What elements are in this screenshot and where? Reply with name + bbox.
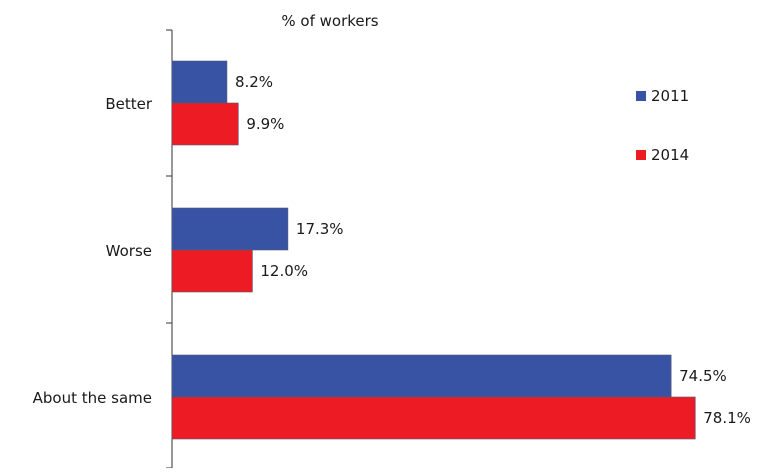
legend-swatch-2014 (636, 150, 646, 160)
chart-title: % of workers (281, 12, 378, 30)
bar-2014-worse (171, 249, 253, 293)
legend-swatch-2011 (636, 91, 646, 101)
legend-label-2014: 2014 (651, 146, 689, 164)
data-label: 74.5% (679, 367, 727, 385)
legend-label-2011: 2011 (651, 87, 689, 105)
data-label: 8.2% (235, 73, 273, 91)
legend: 2011 2014 (636, 87, 689, 164)
bar-2011-worse (171, 207, 289, 251)
bars-group (171, 60, 696, 440)
bar-2014-about-the-same (171, 396, 696, 440)
labels-group: Better 8.2% 9.9% Worse 17.3% 12.0% About the s… (33, 73, 751, 427)
data-label: 17.3% (296, 220, 344, 238)
data-label: 78.1% (703, 409, 751, 427)
data-label: 9.9% (246, 115, 284, 133)
bar-2011-about-the-same (171, 354, 672, 398)
axis-group (166, 29, 173, 469)
category-label: About the same (33, 389, 152, 407)
category-label: Worse (106, 242, 152, 260)
bar-2011-better (171, 60, 228, 104)
category-label: Better (105, 95, 153, 113)
bar-2014-better (171, 102, 239, 146)
data-label: 12.0% (260, 262, 308, 280)
